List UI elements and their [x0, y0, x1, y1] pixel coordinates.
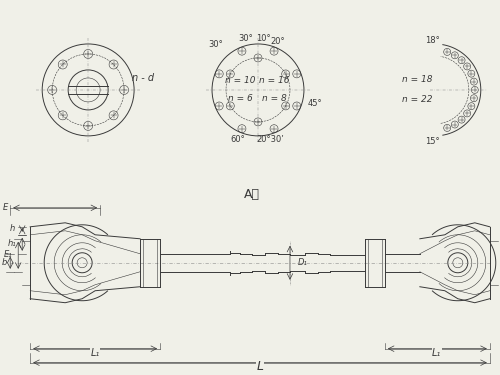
Text: n = 18: n = 18: [402, 75, 432, 84]
Text: n = 6: n = 6: [228, 94, 252, 104]
Text: 30°: 30°: [208, 40, 224, 49]
Text: 18°: 18°: [426, 36, 440, 45]
Text: 10°: 10°: [256, 34, 270, 43]
Text: n = 16: n = 16: [258, 76, 289, 86]
Text: 15°: 15°: [426, 137, 440, 146]
Text: n = 8: n = 8: [262, 94, 286, 104]
Text: E₁: E₁: [4, 250, 12, 259]
Text: n = 10: n = 10: [225, 76, 256, 86]
Text: L: L: [256, 360, 264, 373]
Text: h: h: [10, 224, 15, 233]
Text: 20°: 20°: [270, 37, 285, 46]
Text: 45°: 45°: [308, 99, 322, 108]
Text: n - d: n - d: [132, 73, 154, 83]
Text: h₁: h₁: [8, 239, 16, 248]
Text: L₁: L₁: [90, 348, 100, 358]
Text: n = 22: n = 22: [402, 95, 432, 104]
Text: L₁: L₁: [432, 348, 442, 358]
Text: A向: A向: [244, 188, 260, 201]
Text: 60°: 60°: [230, 135, 246, 144]
Text: b: b: [2, 258, 7, 267]
Text: D₁: D₁: [298, 258, 308, 267]
Text: 20°30’: 20°30’: [256, 135, 284, 144]
Text: 30°: 30°: [238, 34, 254, 43]
Text: E: E: [2, 203, 8, 212]
